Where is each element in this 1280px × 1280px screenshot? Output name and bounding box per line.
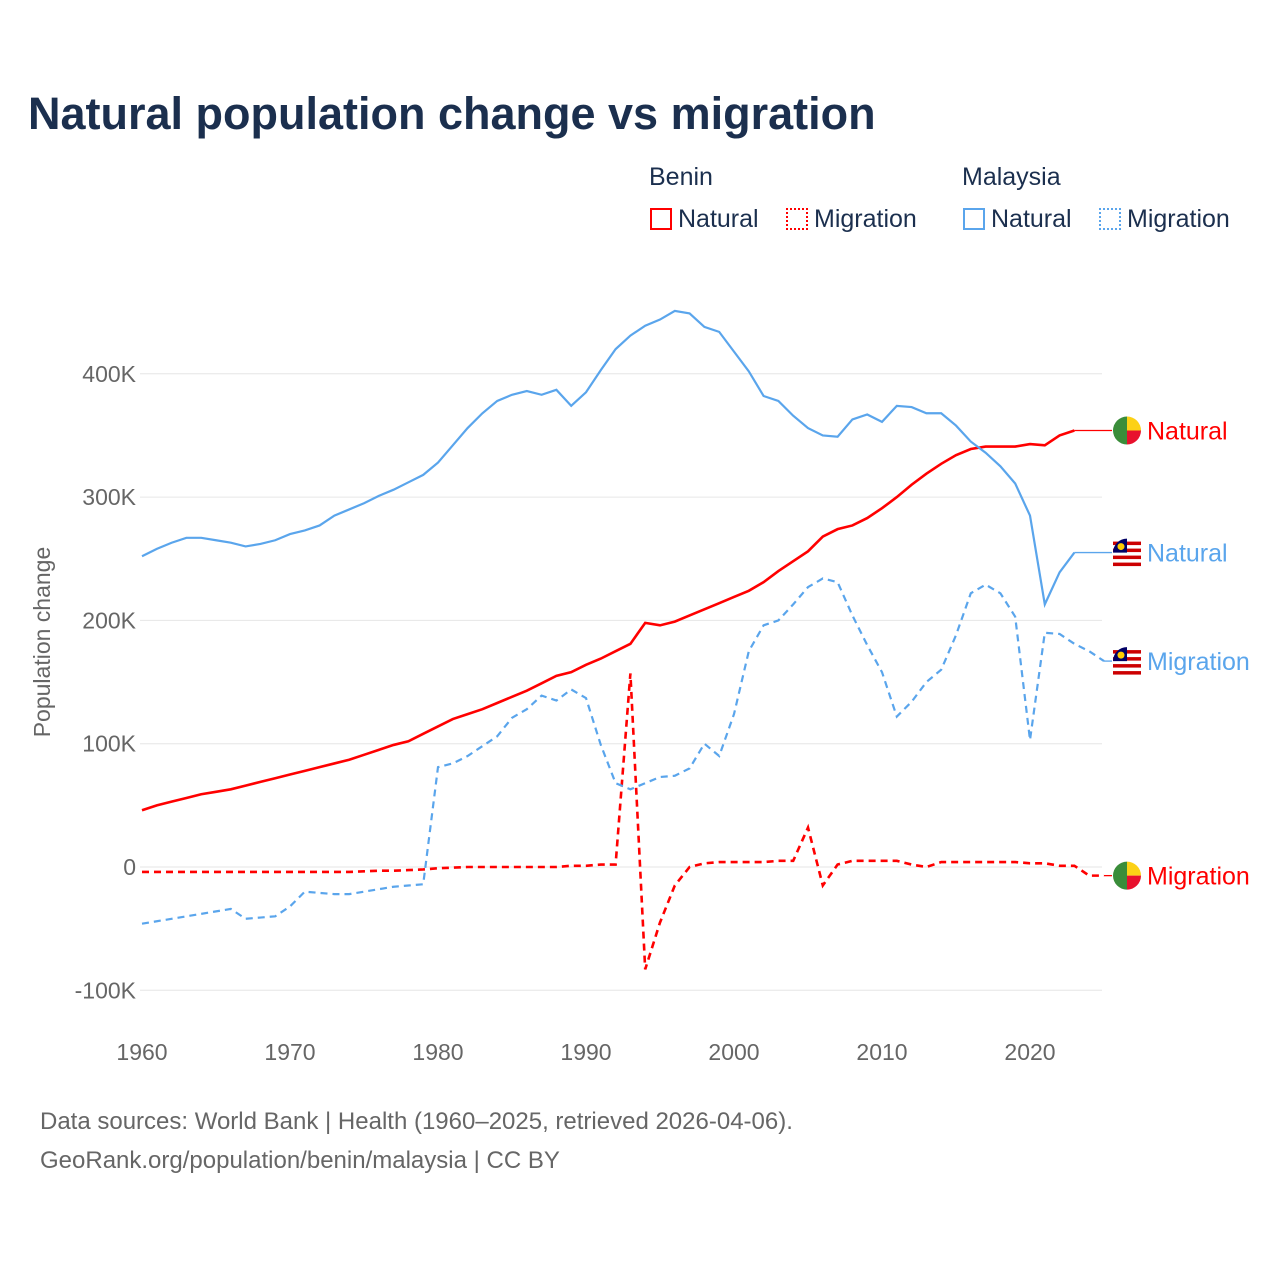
y-tick-label: 0 <box>123 854 136 880</box>
source-text: Data sources: World Bank | Health (1960–… <box>40 1108 793 1135</box>
y-tick-label: 200K <box>82 607 136 633</box>
legend-group-benin: Benin <box>649 163 713 191</box>
legend-group-malaysia: Malaysia <box>962 163 1061 191</box>
series-line-malaysia-migration <box>141 577 1105 925</box>
malaysia-flag-icon <box>1113 562 1141 567</box>
x-tick-label: 2010 <box>856 1039 907 1065</box>
legend-label: Migration <box>1127 205 1230 233</box>
chart-title: Natural population change vs migration <box>28 88 876 139</box>
malaysia-flag-icon <box>1113 555 1141 560</box>
malaysia-flag-icon <box>1113 664 1141 668</box>
legend-swatch-solid-icon <box>650 208 672 230</box>
legend-benin-natural[interactable]: Natural <box>650 205 759 234</box>
malaysia-flag-icon <box>1117 651 1125 659</box>
x-tick-label: 1960 <box>116 1039 167 1065</box>
legend-label: Natural <box>678 205 759 233</box>
x-tick-label: 1980 <box>412 1039 463 1065</box>
legend-label: Natural <box>991 205 1072 233</box>
end-label: Migration <box>1147 648 1250 676</box>
x-tick-label: 1970 <box>264 1039 315 1065</box>
malaysia-flag-icon <box>1113 671 1141 675</box>
source-url[interactable]: GeoRank.org/population/benin/malaysia | … <box>40 1147 560 1174</box>
y-axis-label: Population change <box>29 547 55 738</box>
legend-swatch-solid-icon <box>963 208 985 230</box>
benin-flag-icon <box>1113 416 1127 445</box>
y-tick-label: 400K <box>82 361 136 387</box>
benin-flag-icon <box>1127 416 1141 431</box>
x-tick-label: 1990 <box>560 1039 611 1065</box>
y-tick-label: 100K <box>82 731 136 757</box>
y-tick-label: -100K <box>75 977 137 1003</box>
malaysia-flag-icon <box>1117 543 1125 551</box>
x-tick-label: 2000 <box>708 1039 759 1065</box>
legend-swatch-dotted-icon <box>786 208 808 230</box>
series-line-benin-migration <box>142 673 1104 970</box>
benin-flag-icon <box>1127 861 1141 876</box>
y-tick-label: 300K <box>82 484 136 510</box>
legend-swatch-dotted-icon <box>1099 208 1121 230</box>
x-tick-label: 2020 <box>1004 1039 1055 1065</box>
benin-flag-icon <box>1113 861 1127 890</box>
legend-malaysia-natural[interactable]: Natural <box>963 205 1072 234</box>
series-line-benin-natural <box>141 429 1075 812</box>
end-label: Natural <box>1147 540 1228 568</box>
legend-benin-migration[interactable]: Migration <box>786 205 917 234</box>
benin-flag-icon <box>1127 430 1141 445</box>
series-line-malaysia-natural <box>141 309 1076 609</box>
end-label: Natural <box>1147 418 1228 446</box>
legend-malaysia-migration[interactable]: Migration <box>1099 205 1230 234</box>
benin-flag-icon <box>1127 875 1141 890</box>
end-label: Migration <box>1147 863 1250 891</box>
legend-label: Migration <box>814 205 917 233</box>
